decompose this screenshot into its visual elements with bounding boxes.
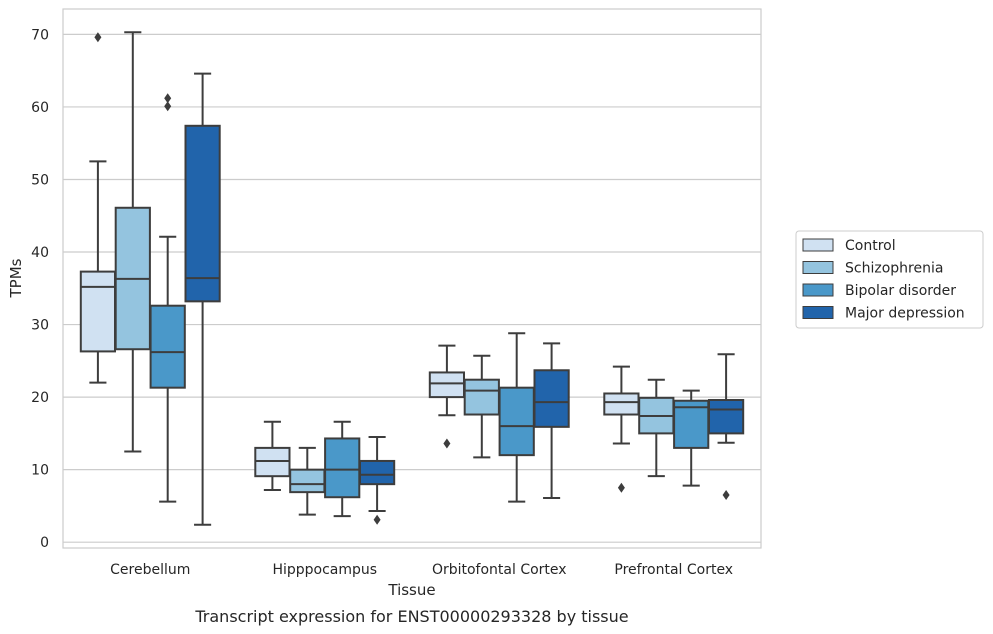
outlier-point bbox=[164, 93, 172, 104]
x-tick-label: Orbitofontal Cortex bbox=[432, 562, 567, 578]
legend-label: Control bbox=[845, 238, 896, 254]
box-3-0 bbox=[603, 365, 640, 493]
legend-label: Schizophrenia bbox=[845, 261, 943, 277]
y-tick-label: 40 bbox=[31, 245, 49, 261]
legend-frame bbox=[795, 230, 984, 329]
box-2-2 bbox=[498, 332, 535, 503]
x-tick-label: Hipppocampus bbox=[272, 562, 377, 578]
box-body bbox=[324, 437, 361, 499]
box-3-3 bbox=[707, 353, 745, 501]
legend-label: Major depression bbox=[845, 306, 965, 322]
box-1-0 bbox=[254, 420, 291, 491]
box-body bbox=[603, 392, 640, 416]
box-series bbox=[79, 31, 745, 526]
box-0-1 bbox=[114, 31, 151, 453]
legend-swatch bbox=[802, 261, 834, 274]
box-body bbox=[428, 371, 466, 399]
y-tick-label: 60 bbox=[31, 100, 49, 116]
box-1-1 bbox=[289, 446, 326, 516]
outlier-point bbox=[164, 101, 172, 112]
y-tick-labels: 0 10 20 30 40 50 60 70 bbox=[31, 27, 49, 551]
box-2-0 bbox=[428, 344, 466, 449]
y-axis-title: TPMs bbox=[7, 258, 25, 298]
chart-caption: Transcript expression for ENST0000029332… bbox=[194, 607, 628, 626]
y-tick-label: 20 bbox=[31, 390, 49, 406]
legend-label: Bipolar disorder bbox=[845, 283, 956, 299]
box-0-2 bbox=[149, 93, 186, 503]
y-tick-label: 70 bbox=[31, 27, 49, 43]
box-body bbox=[358, 459, 396, 486]
box-0-0 bbox=[79, 32, 117, 384]
box-2-3 bbox=[533, 342, 570, 499]
box-body bbox=[289, 468, 326, 494]
plot-frame bbox=[62, 8, 762, 549]
y-tick-label: 50 bbox=[31, 172, 49, 188]
box-body bbox=[673, 399, 710, 449]
outlier-point bbox=[722, 490, 730, 501]
x-axis-title: Tissue bbox=[387, 581, 435, 599]
box-body bbox=[498, 386, 535, 457]
outlier-point bbox=[373, 514, 381, 525]
x-tick-label: Prefrontal Cortex bbox=[614, 562, 733, 578]
outlier-point bbox=[443, 438, 451, 449]
box-2-1 bbox=[463, 354, 500, 459]
y-tick-label: 10 bbox=[31, 463, 49, 479]
legend-swatch bbox=[802, 283, 834, 297]
legend-swatch bbox=[802, 238, 834, 252]
box-3-2 bbox=[673, 389, 710, 487]
box-0-3 bbox=[184, 72, 221, 526]
x-tick-labels: Cerebellum Hipppocampus Orbitofontal Corte… bbox=[110, 562, 733, 578]
legend: Control Schizophrenia Bipolar disorder Majo… bbox=[795, 230, 984, 329]
y-tick-label: 30 bbox=[31, 318, 49, 334]
outlier-point bbox=[94, 32, 102, 43]
box-body bbox=[184, 124, 221, 303]
y-tick-label: 0 bbox=[40, 535, 49, 551]
outlier-point bbox=[617, 482, 625, 493]
box-body bbox=[707, 399, 745, 435]
box-body bbox=[254, 446, 291, 478]
box-body bbox=[79, 270, 117, 353]
box-1-2 bbox=[324, 420, 361, 518]
legend-swatch bbox=[802, 306, 834, 319]
box-body bbox=[533, 369, 570, 428]
box-1-3 bbox=[358, 436, 396, 525]
box-body bbox=[149, 304, 186, 389]
box-3-1 bbox=[638, 378, 675, 478]
box-body bbox=[463, 378, 500, 416]
x-tick-label: Cerebellum bbox=[110, 562, 190, 578]
